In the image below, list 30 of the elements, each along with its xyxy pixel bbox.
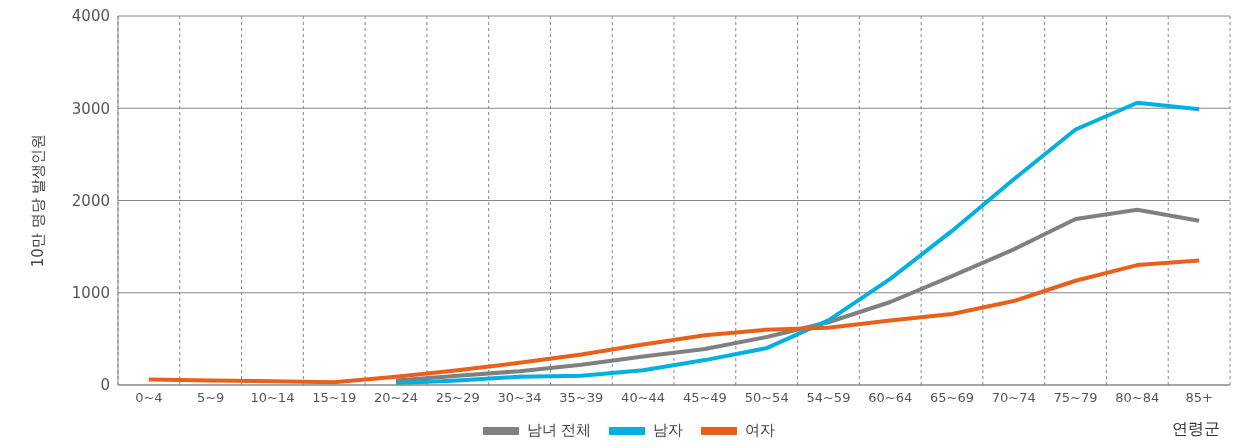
x-tick-label: 80~84 <box>1115 390 1160 406</box>
x-axis-title: 연령군 <box>1172 419 1220 440</box>
x-tick-label: 5~9 <box>196 390 225 406</box>
x-tick-label: 50~54 <box>744 390 789 406</box>
x-tick-label: 35~39 <box>559 390 604 406</box>
y-tick-label: 1000 <box>71 284 110 303</box>
x-tick-label: 15~19 <box>312 390 357 406</box>
x-tick-label: 25~29 <box>435 390 480 406</box>
y-tick-label: 0 <box>100 376 110 395</box>
x-tick-label: 60~64 <box>868 390 913 406</box>
legend-label: 남자 <box>653 421 684 440</box>
x-tick-label: 45~49 <box>682 390 727 406</box>
x-tick-label: 40~44 <box>621 390 666 406</box>
y-tick-label: 4000 <box>71 7 110 26</box>
x-tick-label: 65~69 <box>930 390 974 406</box>
legend-label: 남녀 전체 <box>526 421 592 440</box>
x-tick-label: 75~79 <box>1053 390 1098 406</box>
legend-label: 여자 <box>745 421 776 440</box>
line-series <box>146 258 1202 385</box>
x-tick-label: 85+ <box>1185 390 1213 406</box>
x-tick-label: 54~59 <box>806 390 851 406</box>
x-tick-label: 0~4 <box>135 390 163 406</box>
y-tick-label: 3000 <box>71 99 110 118</box>
y-tick-label: 2000 <box>71 191 110 210</box>
x-tick-label: 70~74 <box>991 390 1036 406</box>
x-tick-label: 20~24 <box>374 390 418 406</box>
x-tick-label: 30~34 <box>497 390 542 406</box>
y-axis-title: 10만 명당 발생인원 <box>29 133 48 268</box>
line-series <box>394 100 1202 385</box>
x-tick-label: 10~14 <box>250 390 295 406</box>
